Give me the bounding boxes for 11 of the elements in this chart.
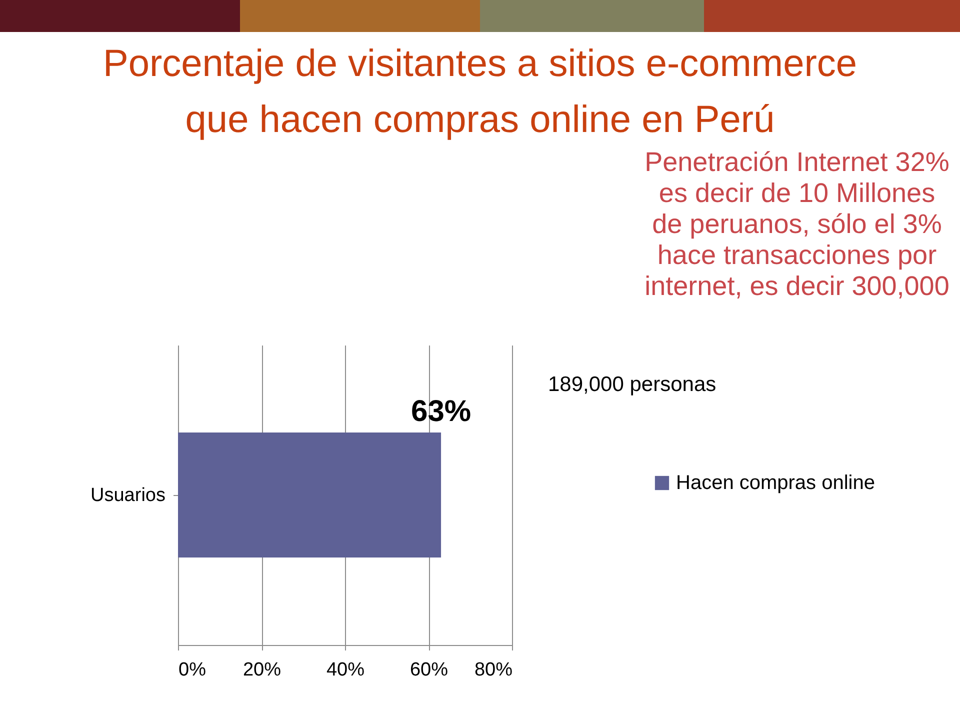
y-tick-label: Usuarios	[90, 485, 166, 506]
text: 189,000 personas	[548, 372, 716, 398]
x-tick-label: 0%	[178, 660, 206, 680]
x-tick-label: 40%	[326, 660, 365, 680]
x-tick-label: 80%	[474, 660, 513, 680]
x-tick-label: 60%	[410, 660, 448, 680]
x-tick-label: 20%	[242, 660, 282, 680]
data-label: 63%	[411, 395, 472, 428]
chart-title: Porcentaje de visitantes a sitios e-commerce que hacen compras online en Perú	[102, 42, 858, 143]
legend-label: Hacen compras online	[676, 472, 875, 494]
text: Penetración Internet 32% es decir de 10 Millones de peruanos, sólo el 3% hace transacciones por internet, es decir 300,000	[644, 147, 950, 302]
